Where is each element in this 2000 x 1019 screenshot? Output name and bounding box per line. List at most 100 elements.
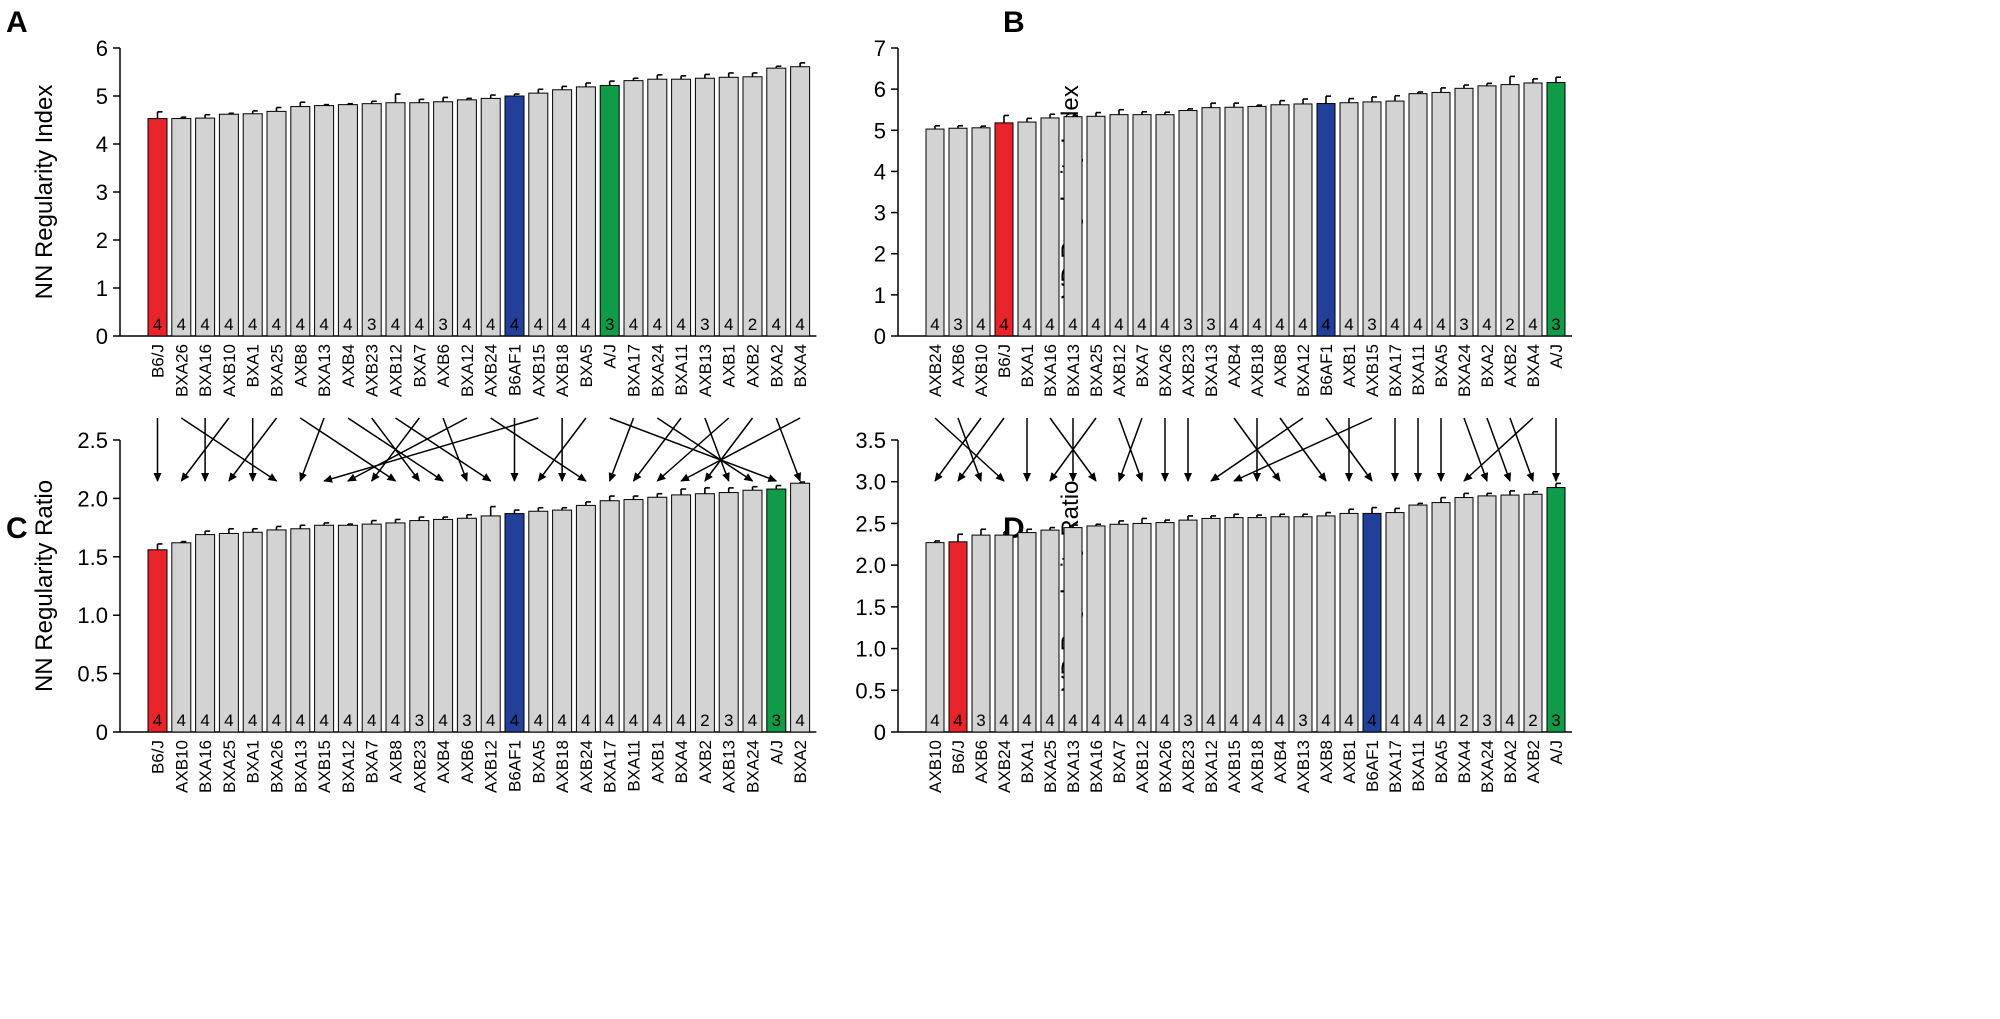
n-label-b: 3 <box>1551 315 1560 334</box>
category-label-b: BXA11 <box>1409 344 1428 396</box>
category-label-c: B6AF1 <box>506 740 525 792</box>
bar-d-bxa1 <box>1017 532 1037 733</box>
bar-a-bxa26 <box>171 118 192 337</box>
mapping-arrow <box>180 417 230 482</box>
mapping-arrow <box>957 417 983 482</box>
n-label-b: 3 <box>1459 315 1468 334</box>
y-tick-label-d: 3.0 <box>855 470 886 495</box>
bar-b-bxa16 <box>1040 117 1060 337</box>
bar-c-bxa4 <box>671 494 692 733</box>
bar-d-bxa24 <box>1477 495 1497 733</box>
category-label-c: AXB2 <box>696 740 715 783</box>
mapping-arrow <box>1210 417 1304 482</box>
mapping-arrow <box>228 417 278 482</box>
category-label-d: BXA11 <box>1409 740 1428 792</box>
bar-b-bxa13 <box>1201 107 1221 337</box>
category-label-c: AXB8 <box>387 740 406 783</box>
category-label-b: BXA26 <box>1156 344 1175 397</box>
bar-c-bxa16 <box>195 534 216 733</box>
mapping-arrow <box>371 417 420 482</box>
n-label-d: 4 <box>1091 711 1100 730</box>
bar-a-bxa7 <box>409 102 430 337</box>
n-label-d: 4 <box>1114 711 1123 730</box>
y-axis-label-a: NN Regularity Index <box>31 85 58 300</box>
category-label-d: AXB2 <box>1524 740 1543 783</box>
n-label-d: 4 <box>1022 711 1031 730</box>
bar-a-bxa17 <box>623 80 644 337</box>
category-label-a: BXA13 <box>315 344 334 397</box>
y-tick-label-c: 0 <box>96 720 108 745</box>
y-tick-label-a: 3 <box>96 180 108 205</box>
bar-a-axb6 <box>433 101 454 337</box>
bar-c-bxa26 <box>266 529 287 733</box>
bar-b-bxa4 <box>1523 82 1543 337</box>
bar-d-axb2 <box>1523 493 1543 733</box>
bar-a-bxa4 <box>790 66 811 337</box>
category-label-c: BXA12 <box>339 740 358 793</box>
n-label-a: 4 <box>795 315 804 334</box>
n-label-a: 4 <box>177 315 186 334</box>
category-label-b: BXA24 <box>1455 344 1474 397</box>
category-label-b: AXB23 <box>1179 344 1198 397</box>
n-label-a: 4 <box>391 315 400 334</box>
bar-a-axb24 <box>480 97 501 337</box>
bar-d-axb6 <box>971 534 991 733</box>
category-label-d: BXA12 <box>1202 740 1221 793</box>
category-label-b: AXB6 <box>949 344 968 387</box>
bar-b-axb23 <box>1178 110 1198 337</box>
n-label-b: 4 <box>1091 315 1100 334</box>
category-label-a: AXB2 <box>744 344 763 387</box>
bar-a-axb12 <box>385 102 406 337</box>
bar-b-bxa12 <box>1293 103 1313 337</box>
category-label-a: AXB23 <box>363 344 382 397</box>
n-label-a: 4 <box>510 315 519 334</box>
panel-d-chart: 00.51.01.52.02.53.03.5VD Regularity Rati… <box>855 428 1572 793</box>
bar-b-bxa17 <box>1385 100 1405 337</box>
y-tick-label-c: 2.0 <box>77 486 108 511</box>
bar-c-bxa1 <box>242 531 263 733</box>
mapping-arrow <box>1117 417 1143 482</box>
mapping-arrow <box>323 417 539 483</box>
n-label-c: 3 <box>415 711 424 730</box>
category-label-b: BXA7 <box>1133 344 1152 387</box>
category-label-c: AXB12 <box>482 740 501 793</box>
category-label-d: AXB8 <box>1317 740 1336 783</box>
y-tick-label-d: 3.5 <box>855 428 886 453</box>
y-tick-label-d: 1.5 <box>855 595 886 620</box>
bar-d-b6-j <box>948 541 968 733</box>
y-tick-label-b: 5 <box>874 118 886 143</box>
n-label-a: 4 <box>653 315 662 334</box>
bar-d-axb4 <box>1270 516 1290 733</box>
n-label-c: 4 <box>391 711 400 730</box>
n-label-a: 3 <box>605 315 614 334</box>
bar-a-axb4 <box>337 104 358 337</box>
n-label-b: 4 <box>1045 315 1054 334</box>
bar-d-axb23 <box>1178 519 1198 733</box>
bar-b-bxa2 <box>1477 85 1497 337</box>
n-label-b: 4 <box>1275 315 1284 334</box>
bar-c-axb6 <box>456 517 477 733</box>
n-label-a: 4 <box>557 315 566 334</box>
n-label-b: 4 <box>1413 315 1422 334</box>
bar-b-axb12 <box>1109 114 1129 337</box>
category-label-c: AXB24 <box>577 740 596 793</box>
bar-c-bxa7 <box>361 523 382 733</box>
category-label-a: BXA4 <box>791 344 810 387</box>
category-label-b: AXB2 <box>1501 344 1520 387</box>
n-label-b: 4 <box>1344 315 1353 334</box>
bar-b-axb4 <box>1224 106 1244 337</box>
bar-d-bxa7 <box>1109 523 1129 733</box>
n-label-d: 4 <box>1344 711 1353 730</box>
bar-d-axb12 <box>1132 522 1152 733</box>
category-label-a: B6/J <box>149 344 168 378</box>
bar-b-axb15 <box>1362 101 1382 337</box>
category-label-d: BXA5 <box>1432 740 1451 783</box>
category-label-c: AXB10 <box>172 740 191 793</box>
category-label-a: AXB6 <box>434 344 453 387</box>
n-label-d: 3 <box>1551 711 1560 730</box>
n-label-c: 4 <box>224 711 233 730</box>
y-tick-label-a: 5 <box>96 84 108 109</box>
bar-d-axb24 <box>994 534 1014 733</box>
n-label-d: 4 <box>999 711 1008 730</box>
mapping-arrow <box>299 417 325 482</box>
